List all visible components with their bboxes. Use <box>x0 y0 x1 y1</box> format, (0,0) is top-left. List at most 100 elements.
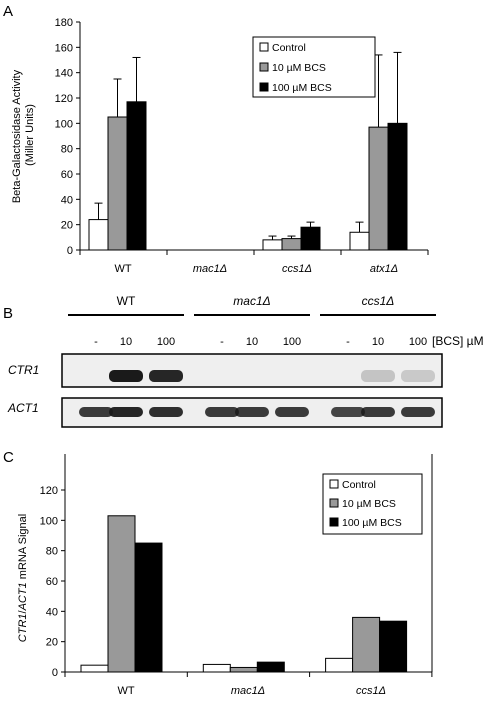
panel-c-category-ccs1: ccs1Δ <box>356 685 386 697</box>
panel-a-legend-label-control: Control <box>272 42 306 54</box>
c-y-tick-label: 100 <box>40 515 58 527</box>
c-bar-wt-control <box>80 664 109 673</box>
c-bar-mac1-control <box>202 663 231 673</box>
c-bar-ccs1-10 <box>352 616 381 673</box>
panel-c-y-axis-label: CTR1/ACT1 mRNA Signal <box>17 514 29 642</box>
blot-lane-label: 10 <box>120 336 132 348</box>
blot-band-ctr1-lane-2 <box>109 370 143 382</box>
panel-a-y-axis-label: Beta-Galactosidase Activity (Miller Unit… <box>11 67 36 203</box>
c-y-tick-label: 80 <box>46 546 58 558</box>
blot-row-label-ctr1: CTR1 <box>8 363 39 377</box>
blot-unit-label: [BCS] µM <box>432 334 484 348</box>
blot-band-ctr1-lane-9 <box>401 370 435 382</box>
panel-a-errorbars <box>94 51 402 240</box>
blot-lane-label: 10 <box>372 336 384 348</box>
a-y-tick-label: 160 <box>55 42 73 54</box>
blot-group-wt: WT <box>117 294 136 308</box>
c-y-tick-label: 120 <box>40 485 58 497</box>
blot-band-act1-lane-1 <box>79 407 113 417</box>
c-bar-ccs1-100 <box>379 620 408 673</box>
panel-a-y-axis-label-line1: Beta-Galactosidase Activity <box>11 69 23 203</box>
blot-band-act1-lane-2 <box>109 407 143 417</box>
c-bar-mac1-10 <box>229 666 258 673</box>
panel-a-category-wt: WT <box>114 263 131 275</box>
c-y-tick-label: 0 <box>52 667 58 679</box>
a-bar-atx1-10 <box>368 126 389 251</box>
panel-c-label: C <box>3 449 14 466</box>
blot-band-act1-lane-5 <box>235 407 269 417</box>
blot-band-ctr1-lane-3 <box>149 370 183 382</box>
blot-band-act1-lane-4 <box>205 407 239 417</box>
panel-a-category-mac1: mac1Δ <box>193 263 227 275</box>
a-y-tick-label: 60 <box>61 169 73 181</box>
a-bar-ccs1-100 <box>300 226 321 251</box>
c-y-tick-label: 60 <box>46 576 58 588</box>
panel-c-x-ticks <box>64 672 433 677</box>
c-y-tick-label: 40 <box>46 606 58 618</box>
panel-c-legend-swatch-10 <box>329 498 339 508</box>
blot-lane-label: 10 <box>246 336 258 348</box>
panel-c-legend-swatch-control <box>329 479 339 489</box>
blot-band-act1-lane-7 <box>331 407 365 417</box>
a-bar-atx1-control <box>349 231 370 251</box>
c-bar-mac1-100 <box>256 661 285 673</box>
blot-lane-label: 100 <box>409 336 427 348</box>
blot-band-act1-lane-8 <box>361 407 395 417</box>
c-bar-wt-10 <box>107 515 136 673</box>
blot-lane-label: 100 <box>283 336 301 348</box>
a-y-tick-label: 80 <box>61 144 73 156</box>
panel-c-y-axis-label-slash: / <box>17 609 29 613</box>
c-y-tick-label: 20 <box>46 637 58 649</box>
panel-c-categories: WT mac1Δ ccs1Δ <box>117 685 386 697</box>
blot-band-act1-lane-6 <box>275 407 309 417</box>
a-bar-wt-control <box>88 219 109 251</box>
panel-c-category-wt: WT <box>117 685 134 697</box>
a-y-tick-label: 180 <box>55 17 73 29</box>
blot-lane-label: - <box>220 336 224 348</box>
panel-a-bars <box>88 101 408 251</box>
c-bar-wt-100 <box>134 542 163 673</box>
blot-lane-labels: - 10 100 - 10 100 - 10 100 <box>94 336 427 348</box>
panel-c-bars <box>80 515 408 673</box>
blot-lane-label: 100 <box>157 336 175 348</box>
panel-c-legend-box <box>322 473 423 535</box>
panel-c-legend: Control 10 µM BCS 100 µM BCS <box>322 473 423 535</box>
a-bar-ccs1-control <box>262 239 283 251</box>
panel-a-legend: Control 10 µM BCS 100 µM BCS <box>252 36 376 98</box>
panel-c-category-mac1: mac1Δ <box>231 685 265 697</box>
a-bar-atx1-100 <box>387 122 408 251</box>
a-bar-wt-100 <box>126 101 147 251</box>
blot-band-act1-lane-9 <box>401 407 435 417</box>
c-bar-ccs1-control <box>325 657 354 673</box>
blot-lane-label: - <box>346 336 350 348</box>
panel-c-legend-label-control: Control <box>342 479 376 491</box>
panel-a-legend-label-100: 100 µM BCS <box>272 82 332 94</box>
blot-group-mac1: mac1Δ <box>233 294 270 308</box>
panel-c-y-ticks: 0 20 40 60 80 100 120 <box>40 485 65 679</box>
blot-lane-label: - <box>94 336 98 348</box>
panel-c-legend-label-10: 10 µM BCS <box>342 498 396 510</box>
panel-a-y-axis-label-line2: (Miller Units) <box>24 104 36 166</box>
blot-group-headers: WT mac1Δ ccs1Δ <box>117 294 395 308</box>
blot-band-ctr1-lane-8 <box>361 370 395 382</box>
panel-a-category-atx1: atx1Δ <box>370 263 398 275</box>
panel-c-y-axis-label-act1: ACT1 <box>17 582 29 611</box>
panel-a-label: A <box>3 3 13 20</box>
blot-row-label-act1: ACT1 <box>7 401 39 415</box>
panel-c-legend-swatch-100 <box>329 517 339 527</box>
panel-a-legend-swatch-100 <box>259 82 269 92</box>
panel-a-y-ticks: 0 20 40 60 80 100 120 140 160 180 <box>55 17 80 257</box>
panel-a-legend-label-10: 10 µM BCS <box>272 62 326 74</box>
a-bar-ccs1-10 <box>281 238 302 251</box>
a-y-tick-label: 140 <box>55 68 73 80</box>
panel-c-legend-label-100: 100 µM BCS <box>342 517 402 529</box>
panel-b-label: B <box>3 305 13 322</box>
panel-a-legend-swatch-control <box>259 42 269 52</box>
blot-band-act1-lane-3 <box>149 407 183 417</box>
panel-c-y-axis-label-ctr1: CTR1 <box>17 613 29 642</box>
a-y-tick-label: 100 <box>55 118 73 130</box>
panel-a-category-ccs1: ccs1Δ <box>282 263 312 275</box>
blot-bands <box>79 370 435 417</box>
blot-group-ccs1: ccs1Δ <box>362 294 395 308</box>
